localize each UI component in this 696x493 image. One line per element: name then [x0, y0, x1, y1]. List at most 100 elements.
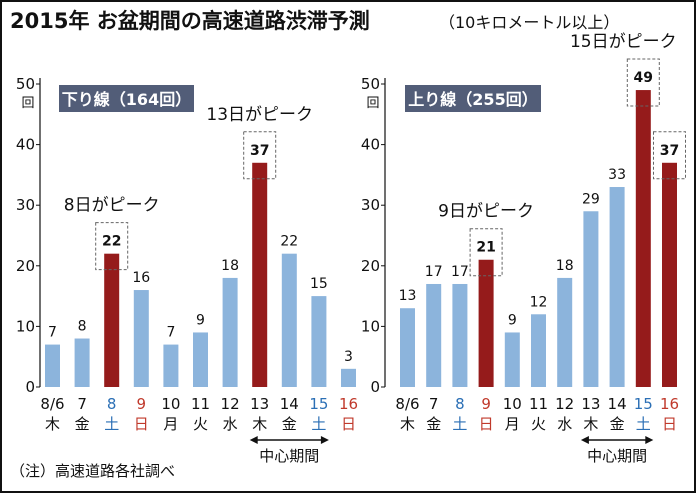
data-label: 8 — [78, 319, 87, 335]
bar — [452, 283, 468, 387]
x-date-label: 8/6 — [40, 395, 64, 413]
bar — [426, 283, 442, 387]
chart-subtitle: （10キロメートル以上） — [439, 13, 619, 32]
x-date-label: 15 — [634, 395, 653, 413]
data-label: 22 — [102, 234, 121, 250]
x-day-label: 日 — [341, 415, 356, 433]
y-tick-label: 0 — [25, 378, 35, 396]
panel-title-badge — [405, 85, 541, 112]
x-date-label: 12 — [555, 395, 574, 413]
center-period-label: 中心期間 — [259, 447, 319, 465]
bar — [531, 314, 546, 387]
y-tick-label: 50 — [16, 75, 35, 93]
data-label: 3 — [344, 349, 353, 365]
panel-title: 上り線（255回） — [408, 90, 537, 109]
x-date-label: 11 — [529, 395, 548, 413]
x-day-label: 土 — [104, 415, 119, 433]
data-label: 9 — [508, 312, 517, 328]
x-date-label: 16 — [339, 395, 358, 413]
chart-panel-2: 0 10 20 30 40 50 回 上り線（255回） 13 17 17 21 9 12 18 29 33 49… — [361, 32, 686, 465]
data-label: 37 — [660, 143, 679, 159]
x-day-label: 金 — [610, 415, 625, 433]
data-label: 37 — [250, 143, 269, 159]
data-label: 49 — [634, 70, 653, 86]
data-label: 21 — [476, 240, 495, 256]
center-period-arrow-left — [249, 436, 258, 444]
data-label: 33 — [608, 167, 626, 183]
data-label: 29 — [582, 191, 600, 207]
peak-highlight-box — [653, 131, 686, 180]
peak-highlight-box — [243, 131, 277, 180]
data-label: 16 — [132, 270, 150, 286]
peak-highlight-box — [626, 58, 660, 107]
x-day-label: 金 — [75, 415, 90, 433]
bar — [557, 277, 573, 387]
bar — [222, 277, 238, 387]
x-day-label: 土 — [636, 415, 651, 433]
data-label: 9 — [196, 312, 205, 328]
data-label: 12 — [530, 294, 548, 310]
peak-highlight-box — [469, 228, 503, 277]
x-day-label: 水 — [557, 415, 572, 433]
data-label: 17 — [451, 264, 469, 280]
peak-annotation: 8日がピーク — [64, 196, 160, 216]
bar — [74, 338, 90, 387]
x-date-label: 10 — [503, 395, 522, 413]
x-day-label: 火 — [531, 415, 546, 433]
peak-highlight-box — [95, 222, 129, 271]
y-tick-label: 40 — [16, 136, 35, 154]
x-day-label: 日 — [134, 415, 149, 433]
x-day-label: 日 — [662, 415, 677, 433]
x-day-label: 月 — [163, 415, 178, 433]
x-date-label: 8 — [455, 395, 465, 413]
x-day-label: 木 — [45, 415, 60, 433]
x-date-label: 13 — [581, 395, 600, 413]
panel-title-badge — [59, 85, 194, 112]
x-day-label: 木 — [400, 415, 415, 433]
bar — [104, 253, 120, 387]
data-label: 18 — [556, 258, 574, 274]
x-date-label: 9 — [137, 395, 147, 413]
y-tick-label: 10 — [361, 317, 380, 335]
x-date-label: 10 — [161, 395, 180, 413]
y-tick-label: 10 — [16, 317, 35, 335]
bar — [478, 259, 494, 387]
x-date-label: 15 — [309, 395, 328, 413]
data-label: 18 — [221, 258, 239, 274]
bar — [635, 90, 651, 387]
y-tick-label: 40 — [361, 136, 380, 154]
bar — [45, 344, 60, 387]
x-day-label: 木 — [583, 415, 598, 433]
data-label: 17 — [425, 264, 443, 280]
x-date-label: 14 — [608, 395, 627, 413]
peak-annotation: 9日がピーク — [438, 202, 534, 222]
x-date-label: 16 — [660, 395, 679, 413]
bar — [163, 344, 179, 387]
x-date-label: 7 — [77, 395, 87, 413]
y-unit-label: 回 — [21, 96, 34, 111]
y-tick-label: 20 — [16, 257, 35, 275]
bar — [281, 253, 297, 387]
y-tick-label: 50 — [361, 75, 380, 93]
bar — [193, 332, 208, 387]
bar — [341, 368, 356, 387]
x-day-label: 木 — [252, 415, 267, 433]
x-day-label: 土 — [452, 415, 467, 433]
x-date-label: 8/6 — [395, 395, 419, 413]
center-period-arrow-right — [645, 436, 654, 444]
x-day-label: 金 — [282, 415, 297, 433]
y-unit-label: 回 — [366, 96, 379, 111]
data-label: 7 — [166, 325, 175, 341]
center-period-arrow-right — [320, 436, 329, 444]
bar — [311, 296, 327, 387]
x-day-label: 日 — [479, 415, 494, 433]
source-note: （注）高速道路各社調べ — [10, 462, 175, 480]
y-tick-label: 30 — [16, 196, 35, 214]
x-date-label: 12 — [221, 395, 240, 413]
y-tick-label: 30 — [361, 196, 380, 214]
bar — [609, 187, 625, 387]
data-label: 13 — [399, 288, 417, 304]
